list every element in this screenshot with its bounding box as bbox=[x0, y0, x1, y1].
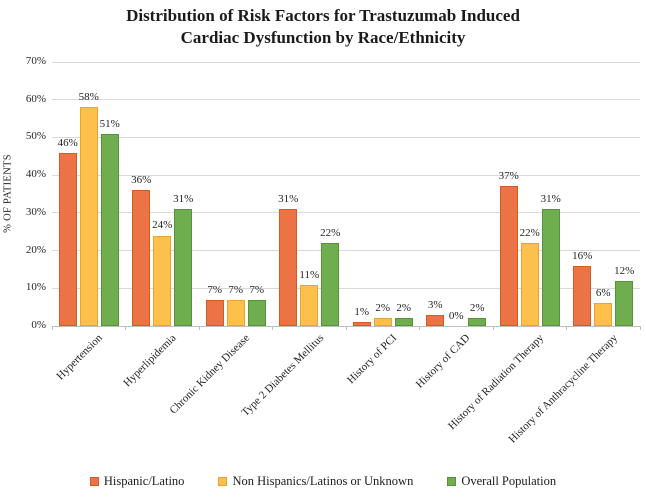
y-tick-label: 40% bbox=[25, 168, 46, 181]
bar-non-hispanic bbox=[373, 318, 392, 326]
bar-hispanic bbox=[352, 322, 371, 326]
data-label: 2% bbox=[396, 302, 412, 315]
y-tick-label: 30% bbox=[25, 205, 46, 218]
plot-area: 46% 36% 7% 31% 1% 3% 37% 16% 58% 24% 7% 11% 2% 0% 22% 6… bbox=[51, 61, 641, 330]
bar-hispanic bbox=[426, 314, 445, 326]
data-label: 46% bbox=[57, 136, 78, 149]
y-tick-label: 20% bbox=[25, 243, 46, 256]
y-tick-label: 0% bbox=[31, 319, 46, 331]
bar-overall bbox=[468, 318, 487, 326]
x-tick-mark bbox=[198, 326, 200, 330]
data-label: 36% bbox=[131, 174, 152, 187]
bar-non-hispanic bbox=[153, 235, 172, 326]
data-label: 31% bbox=[173, 193, 194, 206]
legend-label: Overall Population bbox=[461, 474, 557, 488]
y-tick-label: 50% bbox=[25, 130, 46, 143]
bar-non-hispanic bbox=[79, 107, 98, 326]
gridline bbox=[52, 212, 640, 214]
bar-non-hispanic bbox=[594, 303, 613, 326]
bar-non-hispanic bbox=[226, 299, 245, 326]
legend-item: Overall Population bbox=[447, 474, 556, 489]
legend: Hispanic/Latino Non Hispanics/Latinos or … bbox=[0, 474, 646, 489]
legend-swatch bbox=[447, 477, 457, 486]
data-label: 16% bbox=[572, 249, 593, 262]
bar-hispanic bbox=[205, 299, 224, 326]
x-tick-mark bbox=[639, 326, 641, 330]
bar-overall bbox=[321, 243, 340, 326]
bar-overall bbox=[174, 209, 193, 326]
data-label: 2% bbox=[375, 302, 391, 315]
data-label: 58% bbox=[78, 91, 99, 104]
data-label: 2% bbox=[469, 302, 485, 315]
gridline bbox=[52, 174, 640, 176]
data-label: 7% bbox=[249, 283, 265, 296]
chart-title-line-2: Cardiac Dysfunction by Race/Ethnicity bbox=[180, 28, 466, 47]
x-category-label-text: History of PCI bbox=[344, 332, 400, 387]
gridline bbox=[52, 287, 640, 289]
x-tick-mark bbox=[272, 326, 273, 330]
bar-overall bbox=[394, 318, 413, 326]
x-category-label-text: Type 2 Diabetes Mellitus bbox=[238, 332, 326, 419]
chart-title-line-1: Distribution of Risk Factors for Trastuz… bbox=[126, 6, 520, 25]
y-tick-label: 60% bbox=[25, 92, 46, 105]
data-label: 3% bbox=[427, 298, 443, 311]
x-category-label-text: Hypertension bbox=[54, 332, 106, 383]
legend-item: Non Hispanics/Latinos or Unknown bbox=[218, 474, 413, 489]
x-tick-mark bbox=[51, 326, 53, 330]
gridline bbox=[52, 250, 640, 252]
chart-title: Distribution of Risk Factors for Trastuz… bbox=[0, 5, 646, 49]
data-label: 31% bbox=[540, 193, 561, 206]
data-label: 11% bbox=[299, 268, 320, 281]
bar-overall bbox=[541, 209, 560, 326]
data-label: 12% bbox=[614, 264, 635, 277]
gridline bbox=[52, 99, 640, 101]
x-category-label-text: Chronic Kidney Disease bbox=[167, 332, 253, 417]
gridline bbox=[52, 61, 640, 63]
x-category-label-text: Hyperlipidemia bbox=[121, 332, 179, 390]
data-label: 51% bbox=[99, 117, 120, 130]
bar-hispanic bbox=[499, 186, 518, 326]
x-tick-mark bbox=[419, 326, 420, 330]
data-label: 7% bbox=[207, 283, 223, 296]
data-label: 22% bbox=[320, 227, 341, 240]
legend-label: Hispanic/Latino bbox=[103, 474, 185, 488]
bar-overall bbox=[247, 299, 266, 326]
legend-item: Hispanic/Latino bbox=[89, 474, 185, 489]
bar-hispanic bbox=[573, 265, 592, 326]
legend-swatch bbox=[218, 477, 228, 486]
data-label: 31% bbox=[278, 193, 299, 206]
bar-non-hispanic bbox=[300, 284, 319, 326]
data-label: 22% bbox=[519, 227, 540, 240]
bar-non-hispanic bbox=[520, 243, 539, 326]
data-label: 6% bbox=[595, 287, 611, 300]
data-label: 7% bbox=[228, 283, 244, 296]
x-tick-mark bbox=[566, 326, 567, 330]
legend-label: Non Hispanics/Latinos or Unknown bbox=[232, 474, 414, 488]
data-label: 0% bbox=[448, 310, 464, 322]
bar-hispanic bbox=[132, 190, 151, 326]
data-label: 1% bbox=[354, 306, 370, 319]
bar-overall bbox=[615, 280, 634, 326]
y-tick-label: 10% bbox=[25, 281, 46, 294]
y-axis-title: % OF PATIENTS bbox=[2, 154, 14, 233]
data-label: 24% bbox=[152, 219, 173, 232]
bar-overall bbox=[100, 133, 119, 326]
gridline bbox=[52, 136, 640, 138]
legend-swatch bbox=[89, 477, 99, 486]
x-tick-mark bbox=[345, 326, 347, 330]
data-label: 37% bbox=[498, 170, 519, 183]
x-tick-mark bbox=[125, 326, 126, 330]
x-category-label-text: History of CAD bbox=[414, 332, 473, 391]
x-tick-mark bbox=[492, 326, 494, 330]
bar-hispanic bbox=[58, 152, 77, 326]
y-tick-label: 70% bbox=[25, 55, 46, 67]
bar-hispanic bbox=[279, 209, 298, 326]
